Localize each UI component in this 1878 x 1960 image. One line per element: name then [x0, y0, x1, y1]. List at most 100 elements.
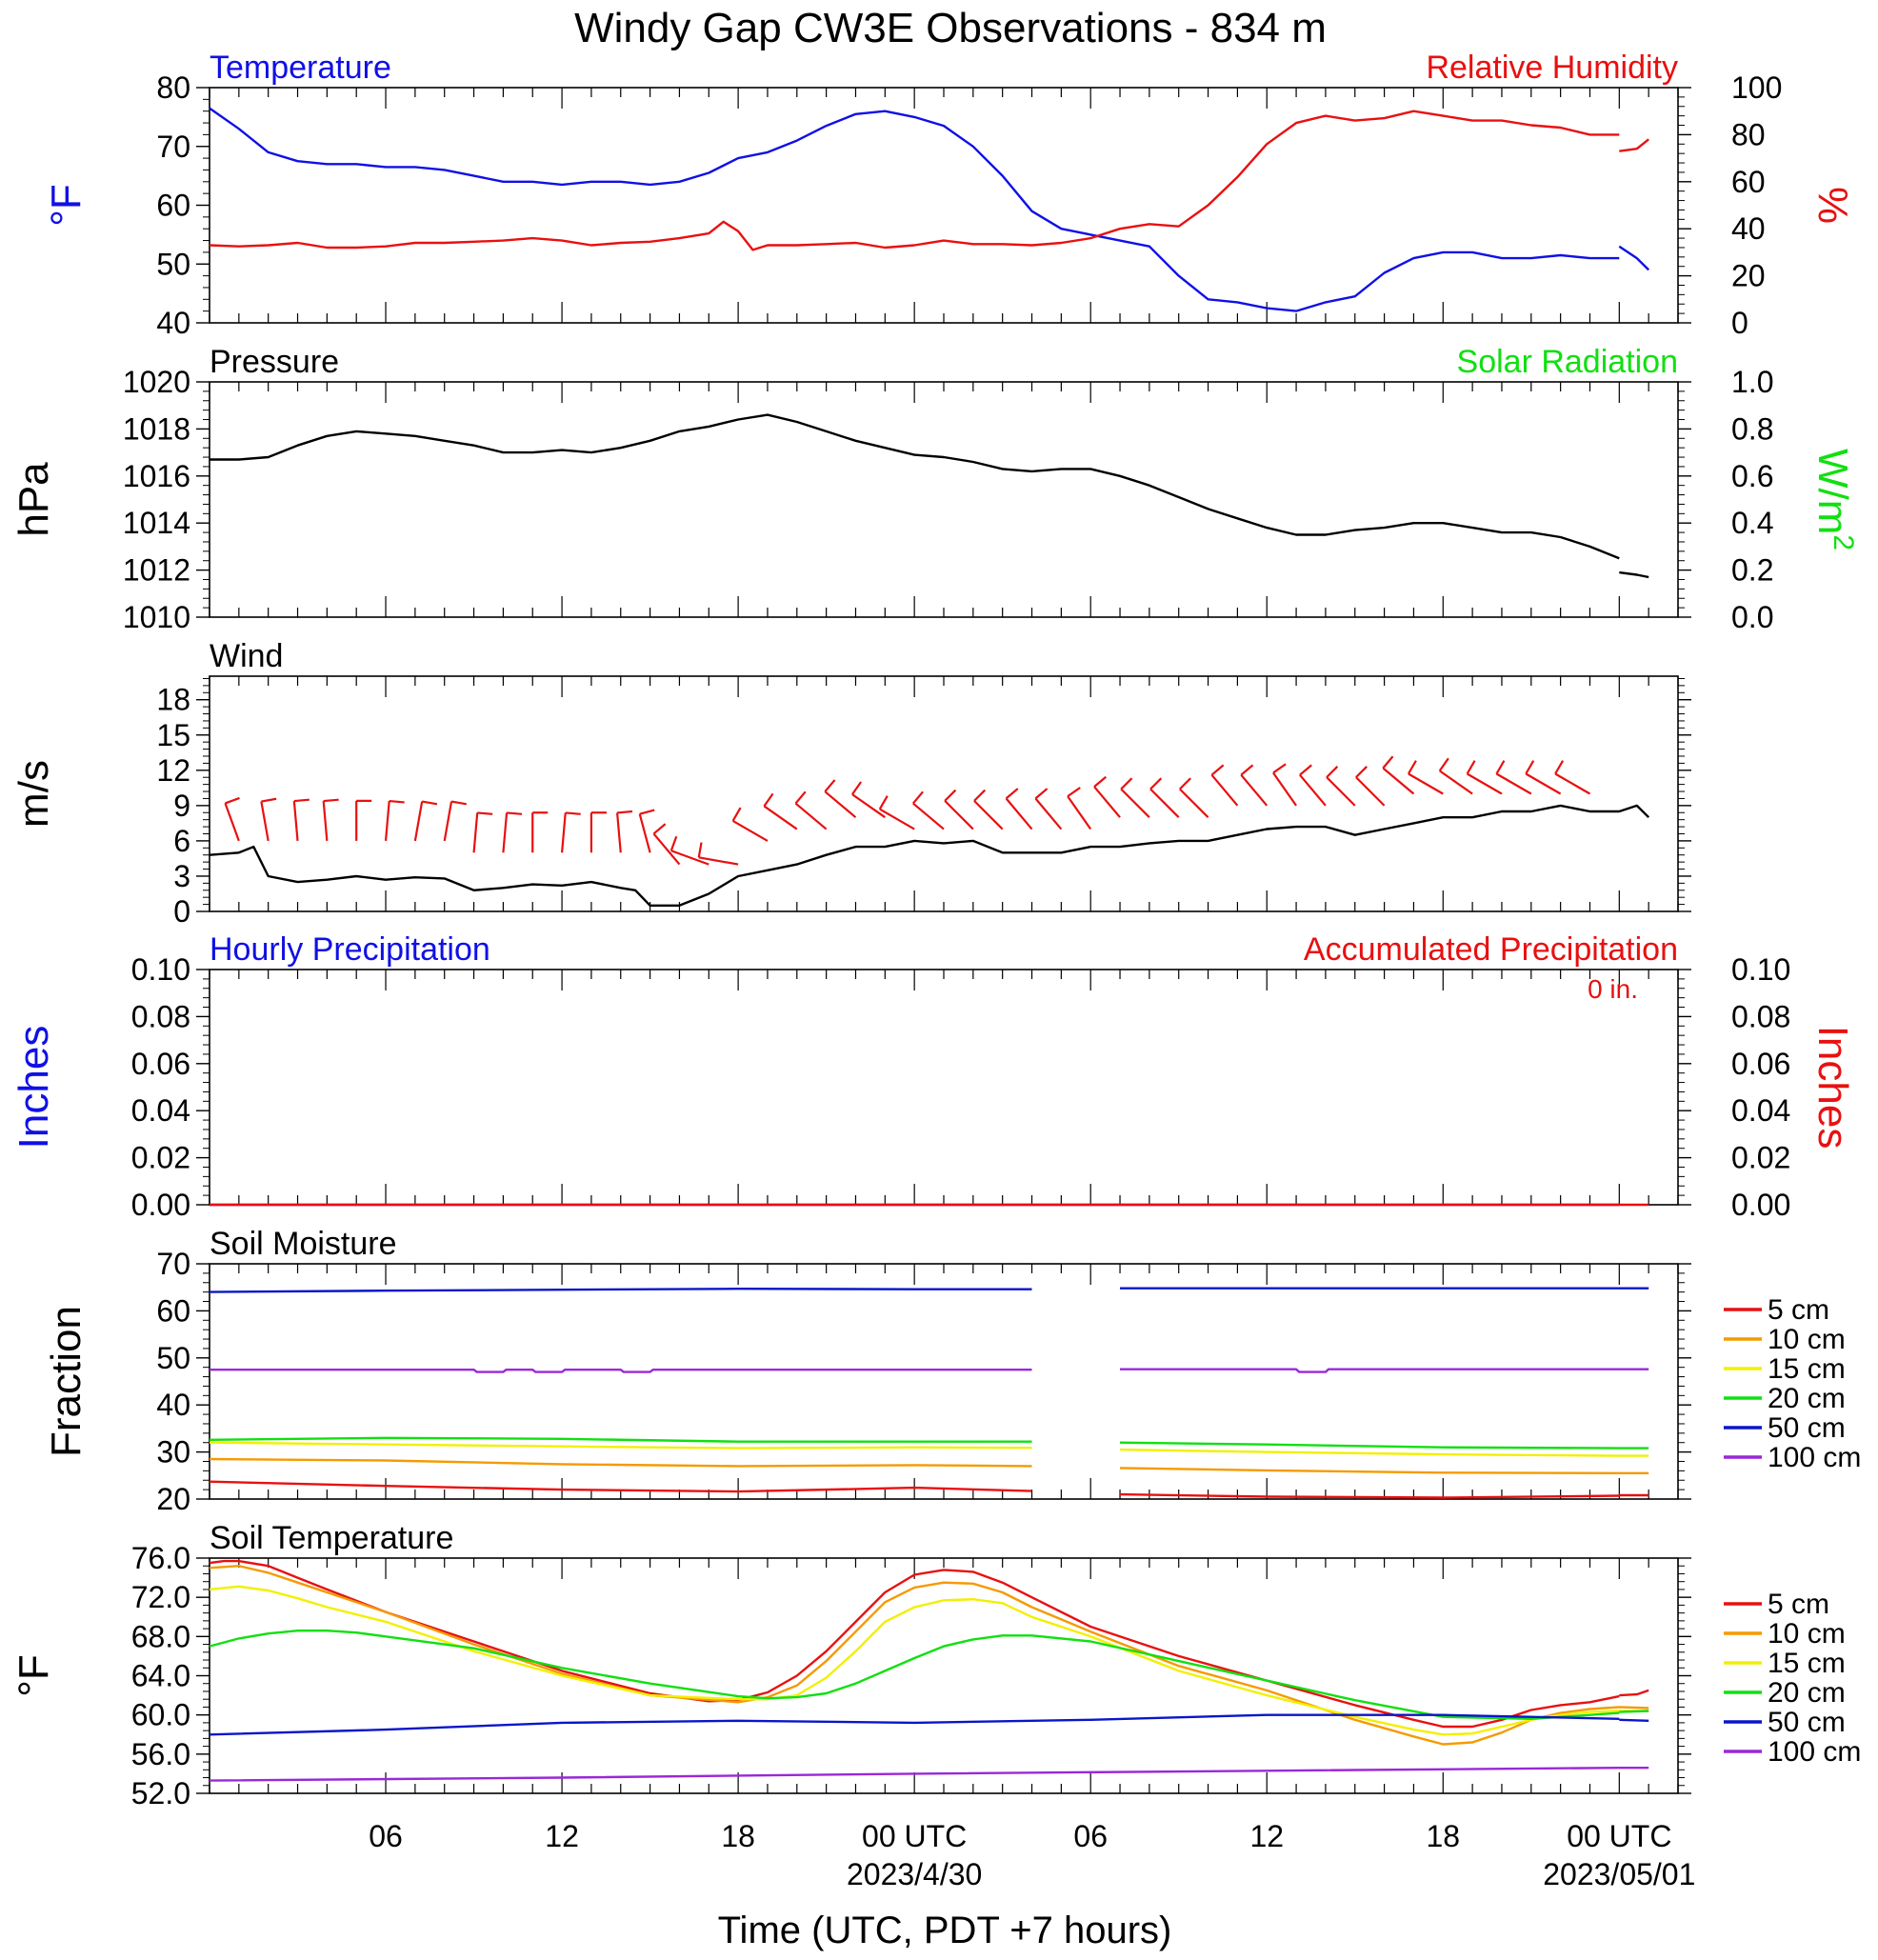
panel-title-left: Soil Moisture: [210, 1226, 397, 1262]
y-tick-label: 1016: [123, 459, 190, 493]
y-tick-label: 30: [156, 1435, 190, 1470]
y-axis-label: Inches: [10, 1026, 57, 1150]
y-right-tick-label: 0: [1731, 306, 1748, 340]
legend-label: 5 cm: [1768, 1589, 1829, 1620]
x-tick-label: 12: [1249, 1819, 1284, 1853]
y-tick-label: 50: [156, 1341, 190, 1375]
y-axis-label: °F: [43, 184, 90, 226]
y-axis-label: °F: [10, 1654, 57, 1696]
x-tick-date-label: 2023/4/30: [847, 1857, 982, 1891]
x-axis-label: Time (UTC, PDT +7 hours): [718, 1910, 1172, 1951]
y-tick-label: 1012: [123, 553, 190, 588]
x-axis: 06 12 18 00 UTC 2023/4/30 06 12 18 00 UTC 2023/05…: [369, 1819, 1695, 1891]
panel-title-left: Temperature: [210, 50, 391, 86]
wind-barb: [638, 809, 655, 853]
panel-title-right: Relative Humidity: [1426, 50, 1678, 86]
y-tick-label: 6: [173, 824, 190, 858]
chart-title: Windy Gap CW3E Observations - 834 m: [574, 5, 1327, 51]
y-right-tick-label: 0.10: [1731, 952, 1790, 987]
series-15-cm: [209, 1441, 1649, 1457]
legend-label: 20 cm: [1768, 1383, 1846, 1414]
legend-label: 15 cm: [1768, 1353, 1846, 1385]
wind-barbs: [224, 755, 1591, 866]
wind-barb: [973, 789, 1004, 830]
wind-barb: [1525, 760, 1562, 795]
wind-barb: [502, 811, 523, 853]
plot-area: [209, 1287, 1649, 1499]
y-axis-right-label: Inches: [1809, 1026, 1856, 1150]
wind-barb: [443, 800, 467, 842]
y-tick-label: 56.0: [131, 1737, 190, 1771]
series-5-cm: [209, 1480, 1649, 1499]
wind-barb: [1466, 760, 1503, 795]
wind-barb: [616, 810, 633, 853]
x-tick-label: 06: [369, 1819, 403, 1853]
x-tick-date-label: 2023/05/01: [1543, 1857, 1695, 1891]
panel-title-right: Accumulated Precipitation: [1304, 931, 1678, 968]
y-axis-right-label-text: %: [1809, 187, 1856, 224]
y-tick-label: 40: [156, 306, 190, 340]
x-tick-label: 18: [1426, 1819, 1460, 1853]
wind-barb: [944, 789, 974, 830]
y-axis-label: hPa: [10, 462, 57, 537]
y-tick-label: 0.02: [131, 1141, 190, 1175]
y-tick-label: 0.06: [131, 1047, 190, 1081]
wind-barb: [1554, 760, 1591, 795]
wind-barb: [531, 811, 549, 853]
panel-soil-temperature: 52.0 56.0 60.0 64.0 68.0 72.0 76.0 Soil Tempera…: [10, 1520, 1861, 1810]
series-wind-speed: [209, 804, 1650, 907]
y-right-tick-label: 0.4: [1731, 506, 1773, 540]
y-tick-label: 1014: [123, 506, 190, 540]
wind-barb: [1067, 787, 1092, 830]
y-tick-label: 70: [156, 1247, 190, 1281]
wind-barb: [824, 779, 857, 819]
y-axis-right-label: W/m2: [1809, 449, 1859, 550]
y-tick-label: 15: [156, 718, 190, 752]
legend-label: 50 cm: [1768, 1412, 1846, 1444]
x-tick-label: 00 UTC: [1567, 1819, 1671, 1853]
y-tick-label: 70: [156, 130, 190, 164]
y-tick-label: 80: [156, 70, 190, 105]
y-axis-right-label-sup: 2: [1828, 534, 1859, 550]
wind-barb: [1149, 777, 1180, 818]
wind-barb: [652, 823, 681, 866]
legend-label: 10 cm: [1768, 1618, 1846, 1650]
y-axis-label: Fraction: [43, 1306, 90, 1457]
y-tick-label: 18: [156, 683, 190, 717]
plot-area: [209, 107, 1650, 312]
y-tick-label: 60.0: [131, 1698, 190, 1732]
x-tick-label: 00 UTC: [862, 1819, 967, 1853]
y-right-tick-label: 0.08: [1731, 999, 1790, 1033]
panel-precipitation: 0.00 0.02 0.04 0.06 0.08 0.10 0.00 0.02 0.04 0.06…: [10, 931, 1856, 1222]
series-pressure: [210, 413, 1649, 579]
y-tick-label: 0: [173, 894, 190, 929]
series-20-cm: [209, 1436, 1649, 1450]
wind-barb: [1272, 763, 1297, 807]
y-right-tick-label: 40: [1731, 211, 1766, 246]
wind-barb: [260, 797, 277, 842]
wind-barb: [1355, 766, 1386, 807]
series-10-cm: [209, 1565, 1649, 1746]
y-tick-label: 9: [173, 789, 190, 823]
wind-barb: [1326, 766, 1356, 807]
y-right-tick-label: 1.0: [1731, 365, 1773, 399]
wind-barb: [1179, 777, 1209, 818]
plot-area: [209, 755, 1650, 907]
y-right-tick-label: 100: [1731, 70, 1782, 105]
legend-label: 100 cm: [1768, 1442, 1861, 1473]
plot-area: [209, 1559, 1649, 1782]
wind-barb: [794, 790, 828, 830]
panel-title-left: Hourly Precipitation: [210, 931, 490, 968]
y-tick-label: 3: [173, 859, 190, 893]
legend-label: 100 cm: [1768, 1736, 1861, 1768]
wind-barb: [589, 811, 607, 853]
y-right-tick-label: 0.0: [1731, 600, 1773, 634]
y-right-tick-label: 60: [1731, 165, 1766, 199]
wind-barb: [1240, 764, 1269, 807]
series-50-cm: [209, 1713, 1649, 1736]
wind-barb: [878, 795, 915, 830]
y-tick-label: 0.10: [131, 952, 190, 987]
y-axis-right-label-text: Inches: [1809, 1026, 1856, 1150]
